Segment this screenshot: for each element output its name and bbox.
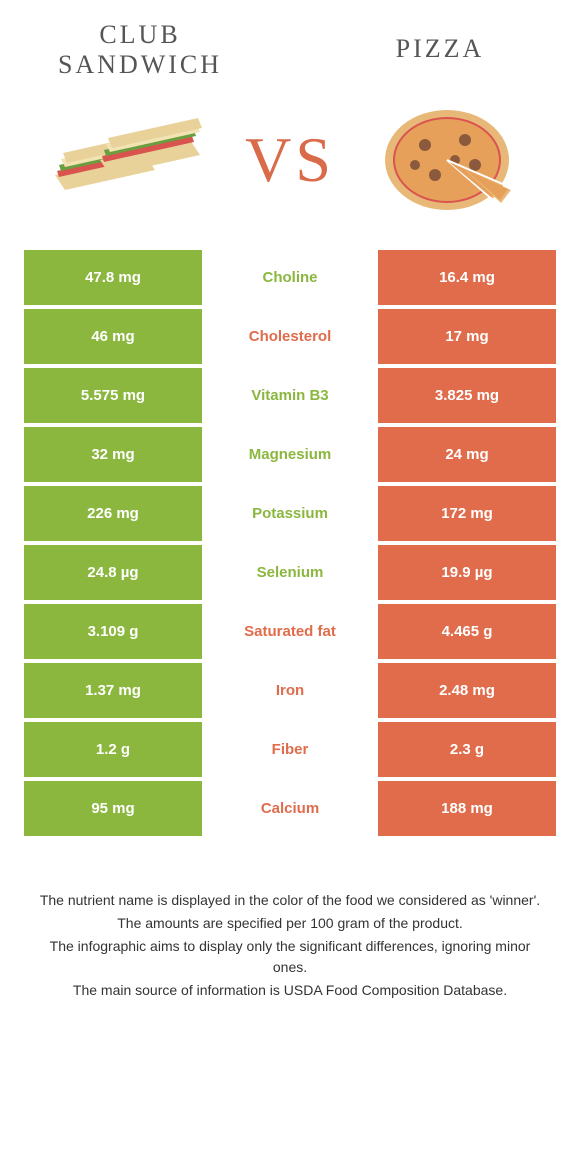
cell-nutrient-label: Choline (206, 250, 374, 305)
images-row: VS (0, 80, 580, 250)
cell-nutrient-label: Potassium (206, 486, 374, 541)
cell-left-value: 226 mg (24, 486, 202, 541)
cell-right-value: 2.3 g (378, 722, 556, 777)
footer: The nutrient name is displayed in the co… (0, 840, 580, 1001)
cell-left-value: 24.8 µg (24, 545, 202, 600)
table-row: 226 mgPotassium172 mg (24, 486, 556, 541)
pizza-image (370, 100, 540, 220)
pizza-icon (375, 105, 535, 215)
table-row: 1.37 mgIron2.48 mg (24, 663, 556, 718)
vs-label: VS (245, 123, 335, 197)
footer-line: The infographic aims to display only the… (36, 936, 544, 978)
cell-left-value: 32 mg (24, 427, 202, 482)
cell-left-value: 3.109 g (24, 604, 202, 659)
footer-line: The amounts are specified per 100 gram o… (36, 913, 544, 934)
cell-left-value: 95 mg (24, 781, 202, 836)
table-row: 47.8 mgCholine16.4 mg (24, 250, 556, 305)
nutrient-table: 47.8 mgCholine16.4 mg46 mgCholesterol17 … (0, 250, 580, 836)
cell-nutrient-label: Calcium (206, 781, 374, 836)
cell-nutrient-label: Fiber (206, 722, 374, 777)
cell-left-value: 1.37 mg (24, 663, 202, 718)
cell-nutrient-label: Iron (206, 663, 374, 718)
cell-right-value: 17 mg (378, 309, 556, 364)
cell-right-value: 16.4 mg (378, 250, 556, 305)
table-row: 3.109 gSaturated fat4.465 g (24, 604, 556, 659)
cell-nutrient-label: Vitamin B3 (206, 368, 374, 423)
footer-line: The main source of information is USDA F… (36, 980, 544, 1001)
table-row: 24.8 µgSelenium19.9 µg (24, 545, 556, 600)
cell-nutrient-label: Magnesium (206, 427, 374, 482)
cell-left-value: 5.575 mg (24, 368, 202, 423)
cell-right-value: 4.465 g (378, 604, 556, 659)
cell-left-value: 47.8 mg (24, 250, 202, 305)
cell-nutrient-label: Saturated fat (206, 604, 374, 659)
table-row: 1.2 gFiber2.3 g (24, 722, 556, 777)
cell-right-value: 172 mg (378, 486, 556, 541)
header: CLUB SANDWICH PIZZA (0, 0, 580, 80)
table-row: 32 mgMagnesium24 mg (24, 427, 556, 482)
cell-right-value: 188 mg (378, 781, 556, 836)
cell-right-value: 3.825 mg (378, 368, 556, 423)
table-row: 95 mgCalcium188 mg (24, 781, 556, 836)
table-row: 46 mgCholesterol17 mg (24, 309, 556, 364)
footer-line: The nutrient name is displayed in the co… (36, 890, 544, 911)
cell-right-value: 2.48 mg (378, 663, 556, 718)
cell-right-value: 19.9 µg (378, 545, 556, 600)
cell-nutrient-label: Selenium (206, 545, 374, 600)
cell-left-value: 46 mg (24, 309, 202, 364)
title-left: CLUB SANDWICH (40, 20, 240, 80)
cell-right-value: 24 mg (378, 427, 556, 482)
table-row: 5.575 mgVitamin B33.825 mg (24, 368, 556, 423)
title-right: PIZZA (340, 34, 540, 64)
cell-nutrient-label: Cholesterol (206, 309, 374, 364)
sandwich-icon (45, 105, 205, 215)
cell-left-value: 1.2 g (24, 722, 202, 777)
sandwich-image (40, 100, 210, 220)
